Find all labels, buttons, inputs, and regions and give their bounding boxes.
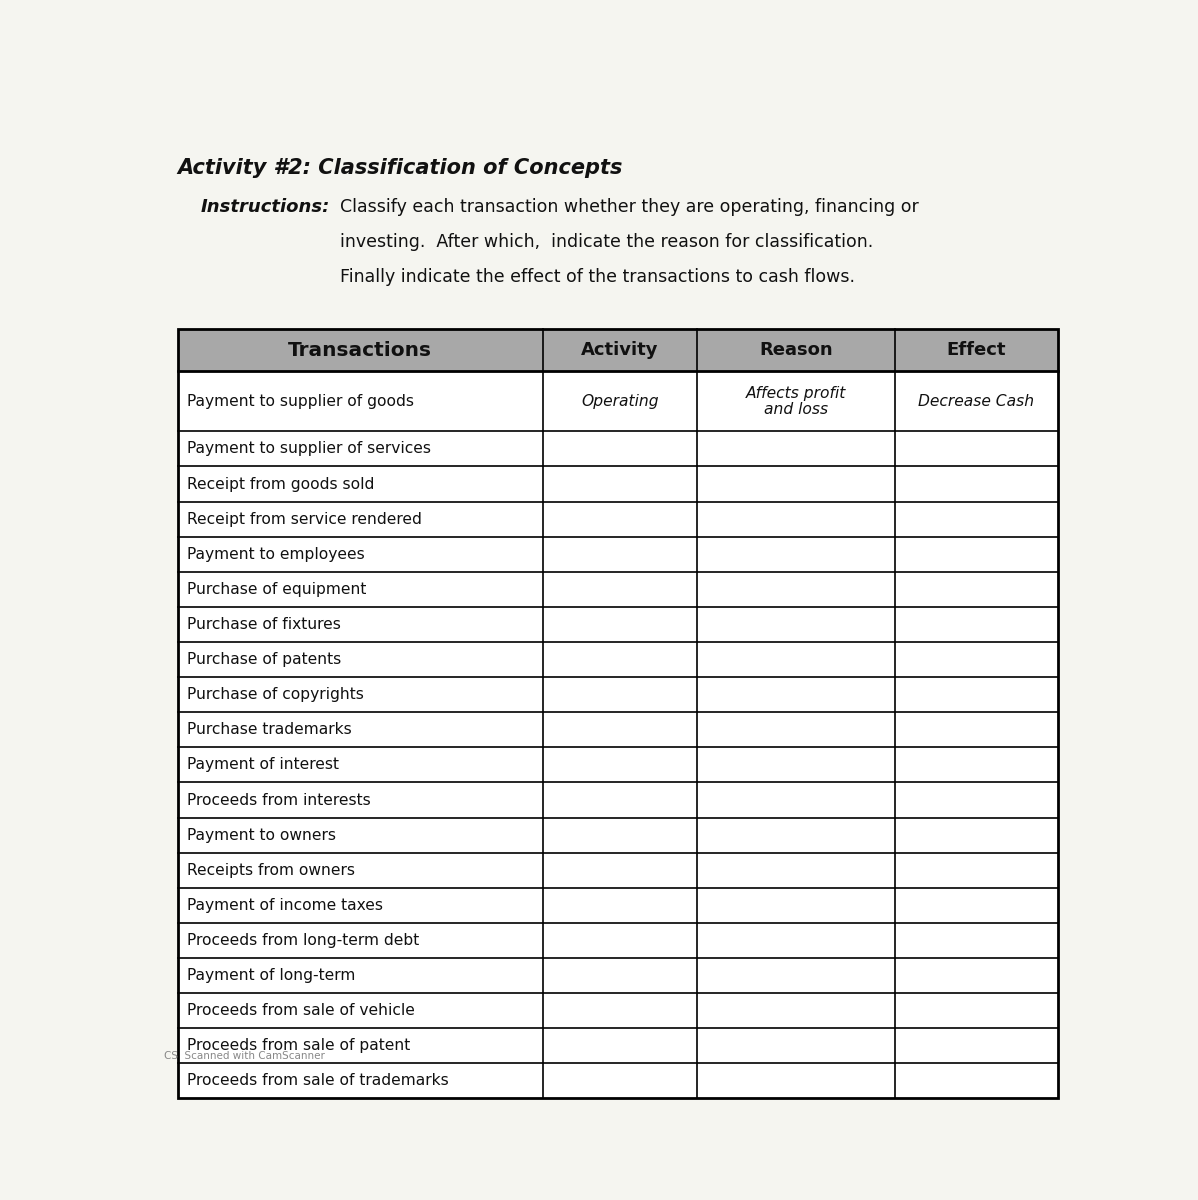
Bar xyxy=(177,1028,1058,1063)
Bar xyxy=(177,923,1058,958)
Text: Purchase of patents: Purchase of patents xyxy=(187,652,341,667)
Text: Receipt from service rendered: Receipt from service rendered xyxy=(187,511,422,527)
Text: Proceeds from sale of patent: Proceeds from sale of patent xyxy=(187,1038,410,1054)
Bar xyxy=(177,607,1058,642)
Bar xyxy=(177,853,1058,888)
Bar xyxy=(177,817,1058,853)
Bar xyxy=(177,748,1058,782)
Bar xyxy=(177,467,1058,502)
Text: Activity: Activity xyxy=(581,341,659,359)
Bar xyxy=(177,642,1058,677)
Text: and loss: and loss xyxy=(764,402,828,416)
Text: investing.  After which,  indicate the reason for classification.: investing. After which, indicate the rea… xyxy=(340,233,873,251)
Bar xyxy=(177,1063,1058,1098)
Text: Effect: Effect xyxy=(946,341,1006,359)
Text: CS  Scanned with CamScanner: CS Scanned with CamScanner xyxy=(164,1051,325,1061)
Text: Payment to supplier of services: Payment to supplier of services xyxy=(187,442,431,456)
Text: Purchase of equipment: Purchase of equipment xyxy=(187,582,367,596)
Bar xyxy=(177,329,1058,1098)
Text: Proceeds from long-term debt: Proceeds from long-term debt xyxy=(187,932,419,948)
Text: Payment to employees: Payment to employees xyxy=(187,547,364,562)
Text: Purchase of copyrights: Purchase of copyrights xyxy=(187,688,364,702)
Text: Reason: Reason xyxy=(760,341,833,359)
Text: Receipt from goods sold: Receipt from goods sold xyxy=(187,476,374,492)
Bar xyxy=(177,431,1058,467)
Text: Payment of income taxes: Payment of income taxes xyxy=(187,898,383,913)
Bar xyxy=(177,782,1058,817)
Text: Receipts from owners: Receipts from owners xyxy=(187,863,355,877)
Bar xyxy=(177,888,1058,923)
Bar xyxy=(177,994,1058,1028)
Bar xyxy=(177,502,1058,536)
Bar xyxy=(177,958,1058,994)
Text: Affects profit: Affects profit xyxy=(745,385,846,401)
Text: Transactions: Transactions xyxy=(289,341,432,360)
Bar xyxy=(177,329,1058,371)
Bar xyxy=(177,713,1058,748)
Text: Payment of long-term: Payment of long-term xyxy=(187,968,356,983)
Text: Decrease Cash: Decrease Cash xyxy=(919,394,1034,409)
Bar xyxy=(177,371,1058,431)
Text: Payment to owners: Payment to owners xyxy=(187,828,335,842)
Text: Classify each transaction whether they are operating, financing or: Classify each transaction whether they a… xyxy=(340,198,919,216)
Text: Payment to supplier of goods: Payment to supplier of goods xyxy=(187,394,413,409)
Text: Proceeds from sale of vehicle: Proceeds from sale of vehicle xyxy=(187,1003,415,1019)
Text: Payment of interest: Payment of interest xyxy=(187,757,339,773)
Bar xyxy=(177,677,1058,713)
Text: Purchase of fixtures: Purchase of fixtures xyxy=(187,617,340,632)
Text: Proceeds from sale of trademarks: Proceeds from sale of trademarks xyxy=(187,1074,448,1088)
Text: Proceeds from interests: Proceeds from interests xyxy=(187,792,370,808)
Text: Operating: Operating xyxy=(581,394,659,409)
Text: Purchase trademarks: Purchase trademarks xyxy=(187,722,352,737)
Text: Activity #2: Classification of Concepts: Activity #2: Classification of Concepts xyxy=(177,158,623,178)
Bar xyxy=(177,536,1058,572)
Bar xyxy=(177,572,1058,607)
Text: Instructions:: Instructions: xyxy=(201,198,331,216)
Text: Finally indicate the effect of the transactions to cash flows.: Finally indicate the effect of the trans… xyxy=(340,268,855,286)
